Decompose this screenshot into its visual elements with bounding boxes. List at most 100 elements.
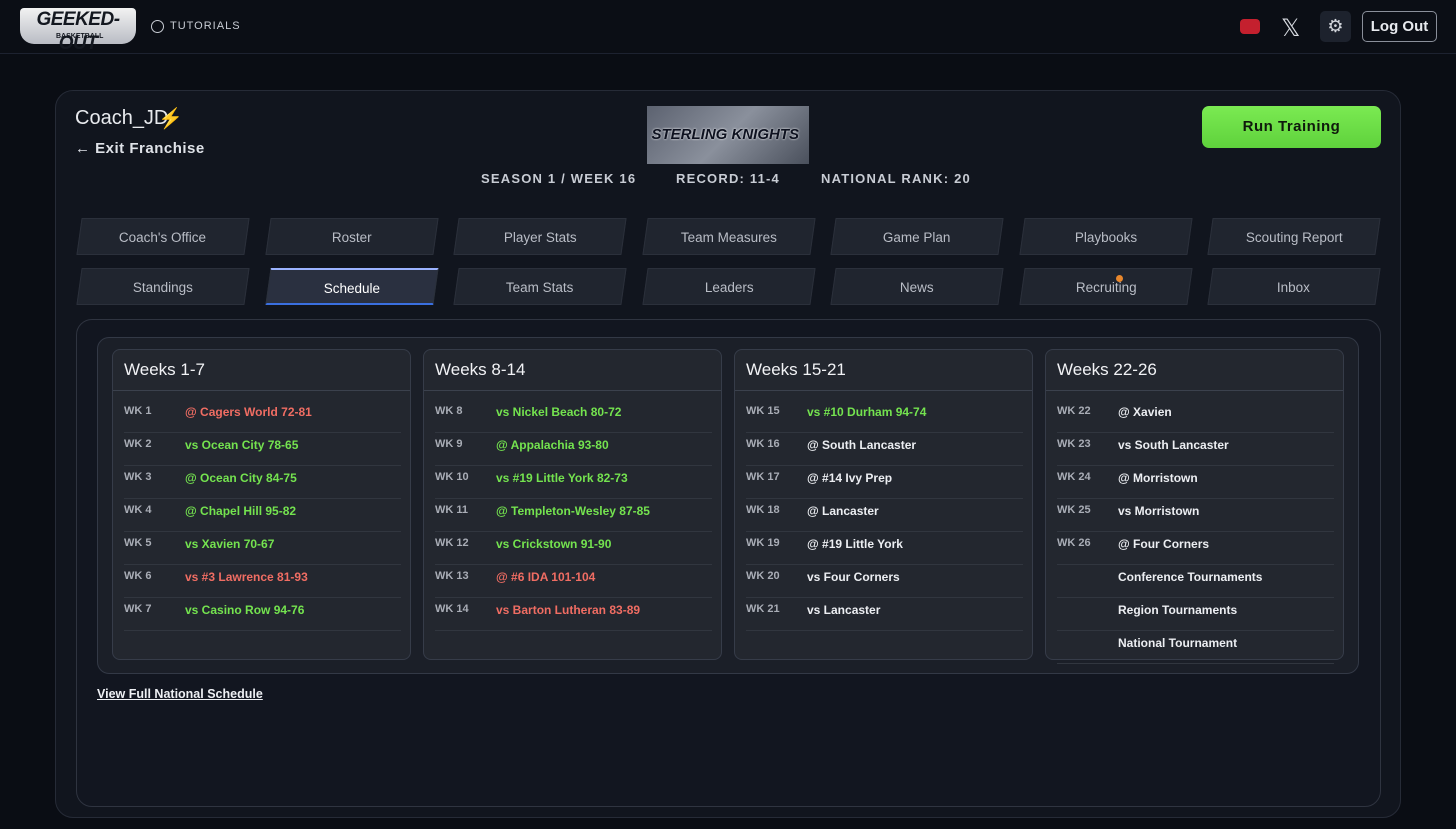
week-label: WK 9: [435, 438, 463, 450]
week-label: WK 16: [746, 438, 780, 450]
game-row: WK 9 @ Appalachia 93-80: [435, 433, 712, 466]
week-label: WK 10: [435, 471, 469, 483]
season: SEASON 1 / WEEK 16: [481, 171, 637, 186]
game-label: @ Ocean City 84-75: [185, 471, 297, 485]
nav-tab[interactable]: Team Stats: [453, 268, 627, 305]
game-row: WK 16 @ South Lancaster: [746, 433, 1023, 466]
tab-label[interactable]: Game Plan: [883, 230, 951, 245]
logo-sub: BASKETBALL: [56, 33, 104, 40]
settings-button[interactable]: ⚙: [1320, 11, 1351, 42]
coach-name: Coach_JD: [75, 107, 169, 129]
game-label: vs #10 Durham 94-74: [807, 405, 927, 419]
nav-tab[interactable]: Game Plan: [830, 218, 1004, 255]
game-row: WK 2 vs Ocean City 78-65: [124, 433, 401, 466]
week-label: WK 19: [746, 537, 780, 549]
full-schedule-link[interactable]: View Full National Schedule: [97, 687, 263, 701]
game-row: WK 26 @ Four Corners: [1057, 532, 1334, 565]
schedule-column: Weeks 15-21 WK 15 vs #10 Durham 94-74 WK 16…: [734, 349, 1033, 660]
week-label: WK 18: [746, 504, 780, 516]
tab-label[interactable]: Schedule: [323, 281, 380, 296]
game-label: vs Morristown: [1118, 504, 1200, 518]
game-label: Region Tournaments: [1118, 603, 1238, 617]
tab-label[interactable]: Team Stats: [506, 280, 574, 295]
game-label: vs #3 Lawrence 81-93: [185, 570, 308, 584]
nav-tab[interactable]: Team Measures: [641, 218, 816, 255]
game-row: WK 5 vs Xavien 70-67: [124, 532, 401, 565]
game-label: @ #19 Little York: [807, 537, 903, 551]
record: RECORD: 11-4: [676, 171, 780, 186]
week-label: WK 6: [124, 570, 152, 582]
game-row: WK 4 @ Chapel Hill 95-82: [124, 499, 401, 532]
game-row: WK 8 vs Nickel Beach 80-72: [435, 400, 712, 433]
game-label: vs South Lancaster: [1118, 438, 1229, 452]
game-row: WK 10 vs #19 Little York 82-73: [435, 466, 712, 499]
game-label: vs Crickstown 91-90: [496, 537, 612, 551]
nav-tab[interactable]: Standings: [76, 268, 250, 305]
nav-tab[interactable]: Inbox: [1207, 268, 1381, 305]
nav-tab[interactable]: Recruiting: [1018, 268, 1193, 305]
game-row: WK 1 @ Cagers World 72-81: [124, 400, 401, 433]
tab-label[interactable]: Team Measures: [680, 230, 777, 245]
logo[interactable]: GEEKED-OUT: [20, 8, 136, 54]
tab-label[interactable]: Player Stats: [503, 230, 577, 245]
week-label: WK 3: [124, 471, 152, 483]
tab-label[interactable]: Inbox: [1277, 280, 1311, 295]
nav-tab[interactable]: News: [830, 268, 1004, 305]
divider: [113, 390, 410, 391]
game-label: @ Xavien: [1118, 405, 1172, 419]
week-label: WK 21: [746, 603, 780, 615]
game-row: WK 13 @ #6 IDA 101-104: [435, 565, 712, 598]
nav-tab[interactable]: Roster: [264, 218, 439, 255]
column-title: Weeks 1-7: [124, 360, 205, 379]
run-training-button[interactable]: Run Training: [1202, 106, 1381, 148]
logout-button[interactable]: Log Out: [1362, 11, 1437, 42]
week-label: WK 1: [124, 405, 152, 417]
game-label: vs Ocean City 78-65: [185, 438, 299, 452]
tutorials-icon[interactable]: [151, 20, 164, 33]
column-title: Weeks 8-14: [435, 360, 526, 379]
game-label: vs Barton Lutheran 83-89: [496, 603, 641, 617]
exit-label[interactable]: Exit Franchise: [95, 140, 205, 157]
week-label: WK 25: [1057, 504, 1091, 516]
tab-label[interactable]: Scouting Report: [1245, 230, 1343, 245]
nav-tab[interactable]: Coach's Office: [76, 218, 250, 255]
week-label: WK 14: [435, 603, 469, 615]
rank: NATIONAL RANK: 20: [821, 171, 971, 186]
game-row: WK 17 @ #14 Ivy Prep: [746, 466, 1023, 499]
week-label: WK 11: [435, 504, 469, 516]
game-row: WK 6 vs #3 Lawrence 81-93: [124, 565, 401, 598]
game-label: @ Chapel Hill 95-82: [185, 504, 297, 518]
team-logo: STERLING KNIGHTS: [647, 106, 809, 164]
game-row: National Tournament: [1057, 631, 1334, 664]
tab-label[interactable]: Coach's Office: [119, 230, 207, 245]
week-label: WK 23: [1057, 438, 1091, 450]
game-row: WK 22 @ Xavien: [1057, 400, 1334, 433]
game-row: WK 18 @ Lancaster: [746, 499, 1023, 532]
tutorials-link[interactable]: TUTORIALS: [170, 20, 241, 32]
tab-label[interactable]: Playbooks: [1074, 230, 1137, 245]
nav-tab[interactable]: Player Stats: [453, 218, 627, 255]
schedule-column: Weeks 1-7 WK 1 @ Cagers World 72-81 WK 2 vs …: [112, 349, 411, 660]
nav-tab[interactable]: Scouting Report: [1207, 218, 1381, 255]
game-row: WK 15 vs #10 Durham 94-74: [746, 400, 1023, 433]
column-title: Weeks 22-26: [1057, 360, 1157, 379]
youtube-icon[interactable]: [1240, 19, 1260, 34]
exit-franchise[interactable]: ← Exit Franchise: [75, 140, 205, 157]
divider: [735, 390, 1032, 391]
tab-label[interactable]: Roster: [331, 230, 372, 245]
tab-label[interactable]: Standings: [132, 280, 193, 295]
tab-label[interactable]: Leaders: [703, 280, 753, 295]
game-label: @ Templeton-Wesley 87-85: [496, 504, 650, 518]
nav-tab[interactable]: Playbooks: [1018, 218, 1193, 255]
column-title: Weeks 15-21: [746, 360, 846, 379]
tab-label[interactable]: News: [899, 280, 934, 295]
game-label: vs Lancaster: [807, 603, 881, 617]
week-label: WK 12: [435, 537, 469, 549]
nav-tab[interactable]: Schedule: [264, 268, 439, 305]
x-icon[interactable]: 𝕏: [1281, 15, 1301, 42]
week-label: WK 8: [435, 405, 463, 417]
nav-tab[interactable]: Leaders: [641, 268, 816, 305]
tab-label[interactable]: Recruiting: [1074, 280, 1136, 295]
week-label: WK 17: [746, 471, 780, 483]
